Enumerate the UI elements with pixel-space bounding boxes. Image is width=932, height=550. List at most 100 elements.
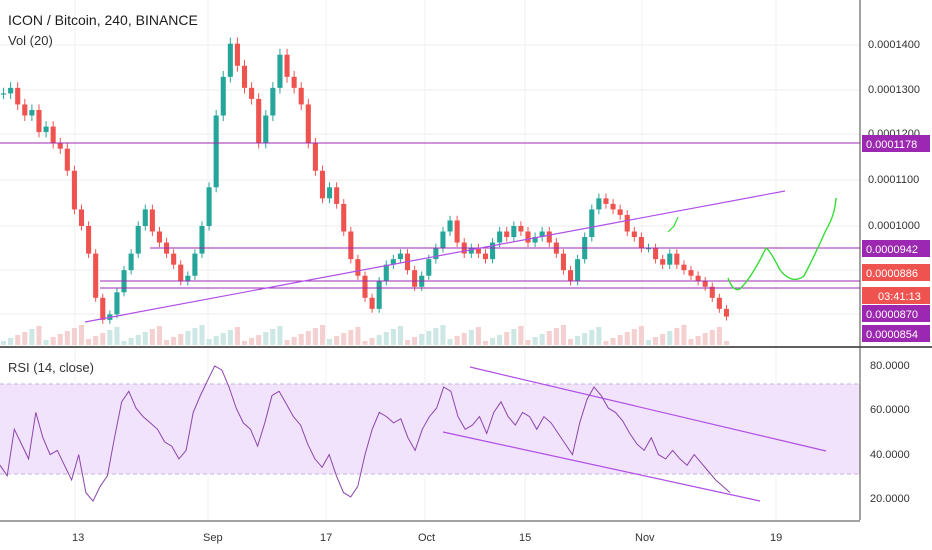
volume-bar bbox=[355, 327, 361, 345]
volume-bar bbox=[249, 338, 255, 345]
volume-bar bbox=[213, 336, 219, 345]
volume-bar bbox=[440, 325, 446, 345]
candle-body bbox=[50, 126, 56, 144]
volume-bar bbox=[43, 340, 49, 345]
ascending-trendline[interactable] bbox=[84, 190, 786, 323]
candle-body bbox=[383, 264, 389, 282]
volume-bar bbox=[121, 341, 127, 345]
volume-bar bbox=[404, 340, 411, 345]
candle-body bbox=[539, 231, 545, 238]
candle-body bbox=[433, 248, 439, 260]
volume-bar bbox=[277, 326, 283, 345]
rsi-lower-channel[interactable] bbox=[442, 431, 761, 502]
rsi-tick-label: 40.0000 bbox=[870, 449, 910, 461]
volume-bar bbox=[433, 328, 439, 345]
candle-body bbox=[149, 209, 155, 232]
volume-indicator-label: Vol (20) bbox=[8, 33, 53, 48]
volume-bar bbox=[192, 328, 198, 345]
badge-0000870 bbox=[862, 305, 930, 322]
candle-body bbox=[681, 264, 687, 271]
volume-bar bbox=[567, 339, 574, 345]
candle-body bbox=[624, 214, 630, 232]
volume-bar bbox=[206, 339, 212, 345]
candle-body bbox=[263, 115, 269, 144]
time-axis[interactable]: 13 Sep 17 Oct 15 Nov 19 bbox=[72, 532, 782, 544]
badge-countdown-label: 03:41:13 bbox=[878, 291, 921, 303]
candle-body bbox=[454, 220, 460, 243]
candle-body bbox=[291, 76, 297, 88]
price-tick-label: 0.0001300 bbox=[868, 84, 920, 96]
volume-bar bbox=[376, 335, 382, 345]
volume-bar bbox=[178, 334, 184, 345]
volume-bar bbox=[241, 341, 248, 345]
rsi-tick-label: 60.0000 bbox=[870, 404, 910, 416]
volume-bar bbox=[709, 330, 715, 345]
candle-body bbox=[86, 225, 92, 254]
volume-bar bbox=[504, 332, 510, 345]
volume-bar bbox=[610, 338, 616, 345]
time-tick-label: 17 bbox=[320, 532, 332, 544]
candle-body bbox=[15, 87, 21, 105]
projection-path[interactable] bbox=[727, 197, 837, 291]
candle-body bbox=[277, 54, 283, 88]
candle-body bbox=[475, 248, 481, 254]
candle-body bbox=[227, 43, 233, 77]
candle-body bbox=[341, 203, 347, 232]
volume-bar bbox=[419, 334, 425, 345]
candle-body bbox=[504, 231, 510, 238]
volume-bar bbox=[1, 341, 7, 345]
badge-0001178-label: 0.0001178 bbox=[866, 139, 917, 151]
candle-body bbox=[8, 87, 14, 94]
volume-bar bbox=[312, 328, 318, 345]
candle-body bbox=[241, 65, 248, 88]
volume-bar bbox=[135, 335, 141, 345]
candle-body bbox=[426, 259, 432, 276]
volume-bar bbox=[575, 336, 581, 345]
badge-current-price bbox=[862, 264, 930, 281]
volume-bar bbox=[638, 326, 644, 345]
volume-bar bbox=[185, 331, 191, 345]
candle-body bbox=[185, 275, 191, 282]
volume-bar bbox=[397, 326, 403, 345]
candle-body bbox=[631, 231, 637, 238]
candle-body bbox=[702, 281, 708, 287]
volume-bar bbox=[490, 338, 496, 345]
volume-bar bbox=[589, 330, 595, 345]
rsi-upper-channel[interactable] bbox=[469, 366, 827, 452]
volume-bar bbox=[390, 329, 396, 345]
candle-body bbox=[440, 231, 446, 249]
candle-body bbox=[653, 248, 659, 260]
volume-bar bbox=[532, 337, 538, 345]
candle-body bbox=[667, 253, 673, 265]
volume-bar bbox=[412, 337, 418, 345]
volume-bar bbox=[334, 336, 340, 345]
candle-body bbox=[617, 209, 623, 215]
candle-body bbox=[78, 209, 85, 226]
volume-bar bbox=[603, 341, 609, 345]
candle-body bbox=[695, 275, 701, 282]
candle-body bbox=[567, 270, 574, 282]
volume-bar bbox=[57, 334, 63, 345]
candle-body bbox=[575, 259, 581, 282]
volume-bar bbox=[497, 335, 503, 345]
volume-bar bbox=[475, 327, 481, 345]
volume-bar bbox=[78, 325, 85, 345]
candles bbox=[1, 37, 729, 324]
candle-body bbox=[128, 253, 134, 271]
candle-body bbox=[660, 259, 666, 265]
candle-body bbox=[412, 270, 418, 287]
volume-bar bbox=[256, 335, 262, 345]
volume-bar bbox=[525, 340, 531, 345]
volume-bar bbox=[86, 339, 92, 345]
candle-body bbox=[327, 187, 333, 199]
rsi-axis[interactable]: 80.0000 60.0000 40.0000 20.0000 bbox=[870, 360, 910, 505]
volume-bar bbox=[539, 334, 545, 345]
badge-0000942 bbox=[862, 240, 930, 257]
candle-body bbox=[64, 148, 70, 171]
candle-body bbox=[114, 292, 120, 315]
price-tick-label: 0.0001400 bbox=[868, 39, 920, 51]
volume-bar bbox=[383, 332, 389, 345]
candle-body bbox=[610, 203, 616, 210]
volume-bar bbox=[142, 332, 148, 345]
